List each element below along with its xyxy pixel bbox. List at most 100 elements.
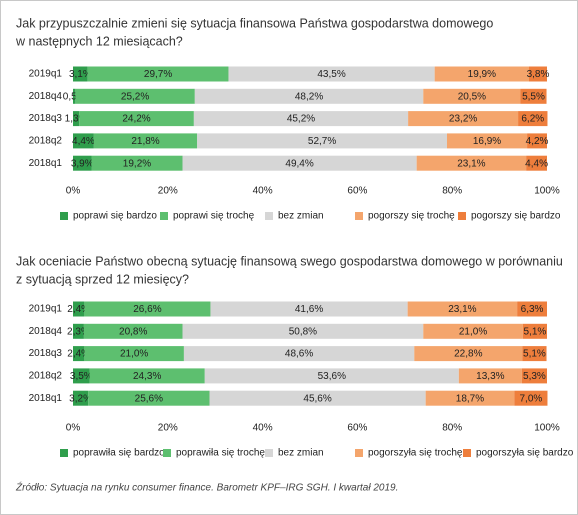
bar-segment <box>209 390 426 406</box>
y-tick-label: 2018q3 <box>29 348 63 359</box>
bar-segment <box>517 301 547 317</box>
legend-label: bez zmian <box>278 211 324 222</box>
bar-segment <box>73 66 88 82</box>
x-tick-label: 80% <box>442 423 462 434</box>
chart-title: w następnych 12 miesiącach? <box>15 34 183 48</box>
bar-segment <box>528 66 547 82</box>
x-tick-label: 60% <box>347 423 367 434</box>
bar-segment <box>521 368 547 384</box>
value-label: 24,2% <box>122 114 150 125</box>
value-label: 53,6% <box>318 371 346 382</box>
value-label: 45,2% <box>287 114 315 125</box>
value-label: 6,2% <box>521 114 544 125</box>
value-label: 13,3% <box>476 371 504 382</box>
bar-segment <box>514 390 548 406</box>
value-label: 23,1% <box>457 158 485 169</box>
value-label: 5,5% <box>522 91 545 102</box>
bar-segment <box>414 346 523 362</box>
value-label: 18,7% <box>456 393 484 404</box>
bar-segment <box>416 155 527 171</box>
value-label: 7,0% <box>519 393 542 404</box>
bar-segment <box>522 346 547 362</box>
x-tick-label: 0% <box>66 423 81 434</box>
bar-segment <box>91 155 183 171</box>
value-label: 23,1% <box>448 304 476 315</box>
bar-segment <box>73 133 94 149</box>
x-tick-label: 40% <box>253 423 273 434</box>
value-label: 45,6% <box>303 393 331 404</box>
source: Źródło: Sytuacja na rynku consumer finan… <box>15 481 398 494</box>
bar-segment <box>228 66 435 82</box>
value-label: 22,8% <box>454 349 482 360</box>
bar-segment <box>210 301 408 317</box>
bar-segment <box>75 88 195 104</box>
legend-label: poprawi się trochę <box>173 211 255 222</box>
value-label: 2,4% <box>67 304 90 315</box>
y-tick-label: 2018q2 <box>29 371 63 382</box>
value-label: 48,2% <box>295 91 323 102</box>
bar-segment <box>73 88 76 104</box>
value-label: 49,4% <box>285 158 313 169</box>
value-label: 25,6% <box>135 393 163 404</box>
x-tick-label: 60% <box>347 186 367 197</box>
value-label: 20,8% <box>119 326 147 337</box>
value-label: 16,9% <box>473 136 501 147</box>
legend-label: pogorszyła się trochę <box>368 448 463 459</box>
y-tick-label: 2019q1 <box>29 304 63 315</box>
value-label: 25,2% <box>121 91 149 102</box>
value-label: 26,6% <box>133 304 161 315</box>
bar-segment <box>407 301 518 317</box>
value-label: 50,8% <box>289 326 317 337</box>
y-tick-label: 2018q4 <box>29 91 63 102</box>
value-label: 4,2% <box>526 136 549 147</box>
value-label: 48,6% <box>285 349 313 360</box>
value-label: 24,3% <box>133 371 161 382</box>
x-tick-label: 40% <box>253 186 273 197</box>
legend-swatch <box>463 449 471 457</box>
value-label: 0,5% <box>63 91 86 102</box>
bar-segment <box>88 390 210 406</box>
value-label: 3,2% <box>69 393 92 404</box>
bar-segment <box>518 111 548 127</box>
x-tick-label: 20% <box>158 423 178 434</box>
x-tick-label: 0% <box>66 186 81 197</box>
bar-segment <box>520 88 547 104</box>
legend-label: pogorszy się bardzo <box>471 211 561 222</box>
bar-segment <box>73 390 89 406</box>
bar-segment <box>79 111 194 127</box>
bar-segment <box>87 66 229 82</box>
value-label: 29,7% <box>144 69 172 80</box>
value-label: 4,4% <box>72 136 95 147</box>
bar-segment <box>527 133 547 149</box>
bar-segment <box>73 368 90 384</box>
bar-segment <box>423 88 521 104</box>
chart-title: Jak oceniacie Państwo obecną sytuację fi… <box>16 254 563 268</box>
y-tick-label: 2018q3 <box>29 113 63 124</box>
bar-segment <box>89 368 205 384</box>
legend-swatch <box>355 212 363 220</box>
legend-swatch <box>160 212 168 220</box>
bar-segment <box>458 368 522 384</box>
y-tick-label: 2018q2 <box>29 136 63 147</box>
legend-label: pogorszy się trochę <box>368 211 455 222</box>
value-label: 19,9% <box>468 69 496 80</box>
y-tick-label: 2018q1 <box>29 393 63 404</box>
bar-segment <box>423 323 523 339</box>
value-label: 4,4% <box>525 158 548 169</box>
value-label: 2,4% <box>67 349 90 360</box>
value-label: 21,0% <box>120 349 148 360</box>
bar-segment <box>522 323 547 339</box>
bar-segment <box>193 111 409 127</box>
bar-segment <box>204 368 459 384</box>
bar-segment <box>83 323 183 339</box>
y-tick-label: 2019q1 <box>29 69 63 80</box>
value-label: 19,2% <box>123 158 151 169</box>
bar-segment <box>84 301 211 317</box>
x-tick-label: 80% <box>442 186 462 197</box>
bar-segment <box>84 346 184 362</box>
legend-label: poprawi się bardzo <box>73 211 157 222</box>
bar-segment <box>93 133 198 149</box>
bar-segment <box>526 155 547 171</box>
